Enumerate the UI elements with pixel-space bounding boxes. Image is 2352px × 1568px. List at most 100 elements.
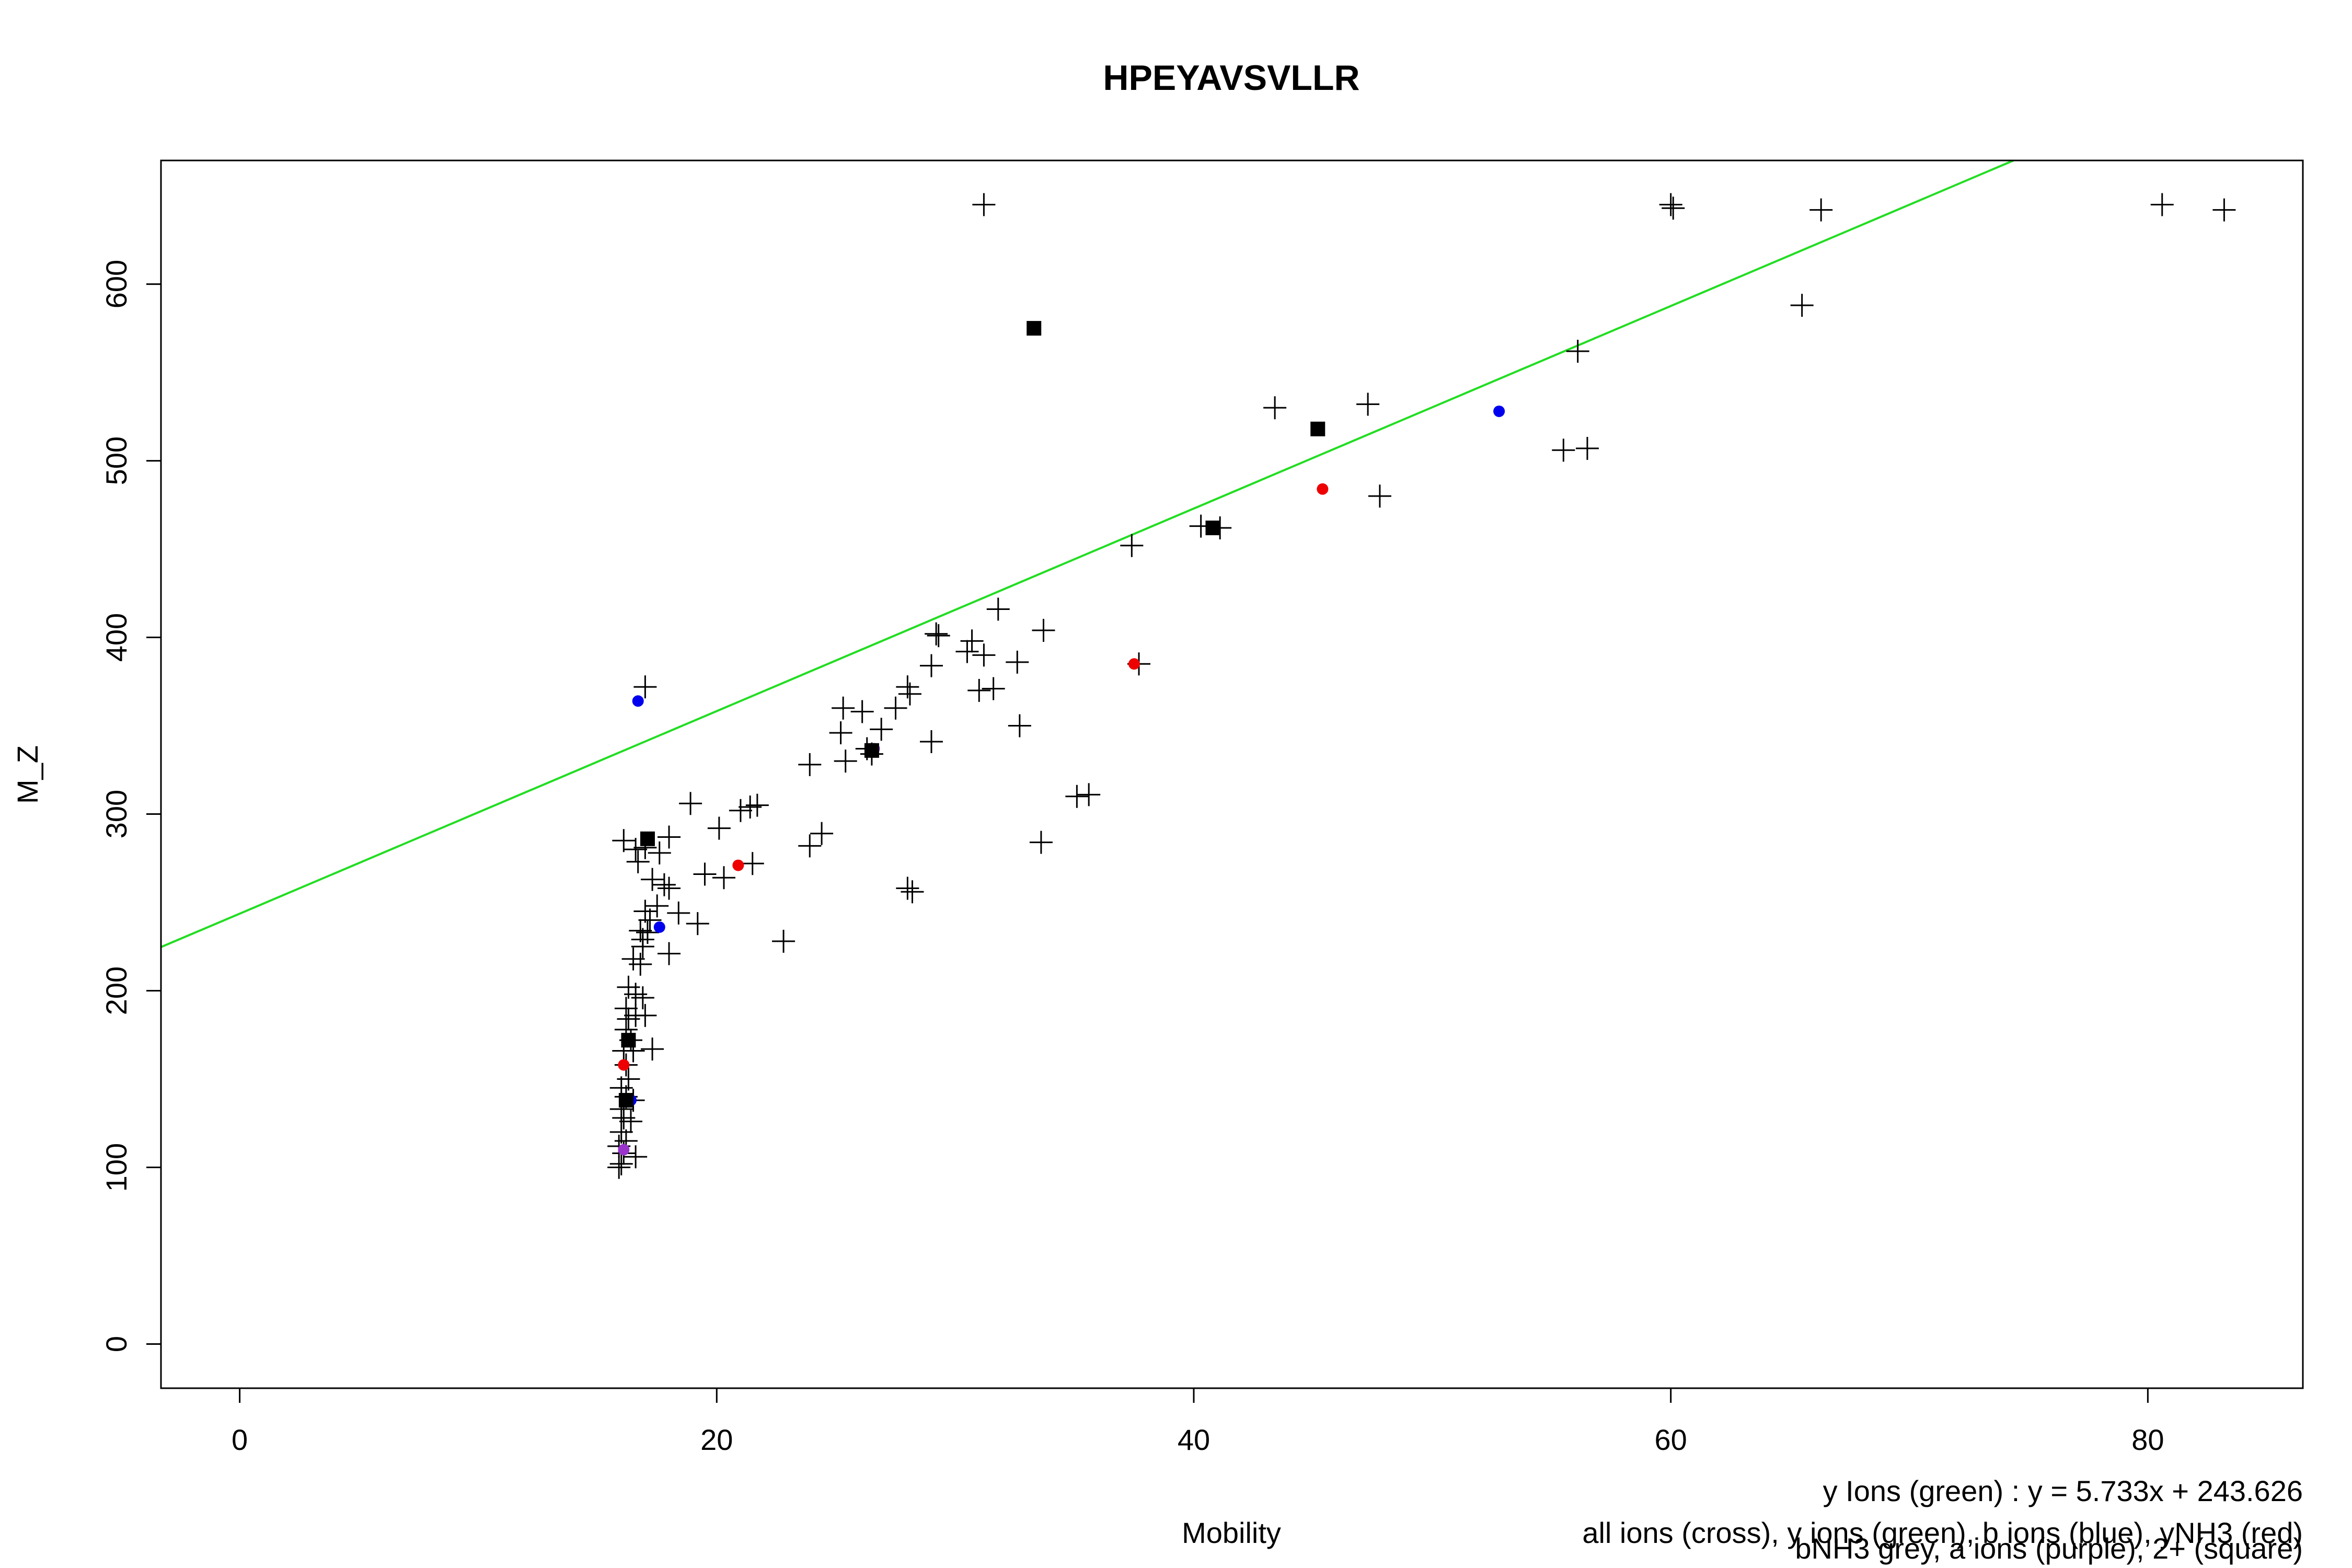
all-ions-cross-point [832, 696, 855, 720]
all-ions-cross-point [624, 1145, 648, 1169]
all-ions-cross-point [609, 1152, 633, 1175]
all-ions-cross-point [2150, 193, 2174, 216]
all-ions-cross-point [712, 866, 735, 890]
all-ions-cross-point [986, 597, 1010, 621]
double-charge-square-point [618, 1093, 633, 1108]
all-ions-cross-point [1356, 393, 1380, 416]
all-ions-cross-point [972, 193, 996, 216]
all-ions-cross-point [658, 825, 681, 849]
all-ions-cross-point [1566, 340, 1589, 363]
ynh3-point [1128, 658, 1140, 670]
chart-title: HPEYAVSVLLR [1103, 58, 1359, 98]
all-ions-cross-point [648, 841, 671, 864]
y-tick-label: 200 [100, 966, 133, 1015]
all-ions-cross-point [745, 793, 769, 817]
all-ions-cross-point [982, 677, 1005, 700]
all-ions-cross-point [658, 942, 681, 965]
a-ion-point [618, 1144, 630, 1156]
all-ions-cross-point [679, 792, 702, 815]
all-ions-cross-point [633, 900, 657, 923]
all-ions-cross-point [652, 873, 676, 896]
all-ions-cross-point [1790, 294, 1814, 317]
x-tick-label: 40 [1178, 1423, 1210, 1456]
double-charge-square-point [1027, 321, 1042, 336]
all-ions-cross-point [772, 929, 795, 953]
all-ions-cross-point [798, 834, 822, 858]
all-ions-cross-point [707, 816, 731, 840]
y-axis-label: M_Z [11, 745, 44, 804]
all-ions-cross-point [607, 1156, 631, 1179]
all-ions-cross-point [810, 822, 834, 845]
all-ions-cross-point [920, 654, 943, 677]
all-ions-cross-point [2212, 198, 2236, 222]
all-ions-cross-point [1368, 485, 1391, 508]
fit-line-layer [160, 159, 2014, 948]
b-ion-point [632, 695, 644, 707]
all-ions-cross-point [686, 912, 709, 936]
all-ions-cross-point [1659, 193, 1682, 216]
all-ions-cross-point [667, 901, 690, 925]
legend-line-1: all ions (cross), y ions (green), b ions… [1582, 1516, 2303, 1549]
fit-equation-annotation: y Ions (green) : y = 5.733x + 243.626 [1823, 1474, 2303, 1507]
all-ions-cross-point [1120, 534, 1144, 557]
all-ions-cross-point [633, 1004, 657, 1027]
all-ions-cross-point [1662, 197, 1685, 220]
all-ions-cross-point [1575, 436, 1599, 460]
all-ions-cross-point [658, 877, 681, 900]
all-ions-cross-point [645, 894, 669, 918]
double-charge-square-point [1310, 421, 1325, 436]
all-ions-cross-point [927, 624, 950, 648]
y-tick-label: 100 [100, 1143, 133, 1192]
all-ions-cross-point [641, 868, 664, 891]
y-ions-fit-line [160, 159, 2014, 948]
all-ions-cross-point [1029, 831, 1053, 854]
all-ions-cross-point [641, 1037, 664, 1061]
all-ions-cross-point [693, 862, 717, 886]
all-ions-cross-point [901, 880, 924, 904]
x-tick-label: 0 [232, 1423, 248, 1456]
all-ions-cross-point [967, 678, 991, 702]
all-ions-cross-point [870, 718, 893, 741]
all-ions-cross-point [631, 986, 654, 1010]
data-marks [607, 193, 2236, 1179]
y-tick-label: 500 [100, 436, 133, 485]
all-ions-cross-point [624, 838, 648, 861]
ynh3-point [618, 1059, 630, 1071]
all-ions-cross-point [1006, 650, 1029, 674]
all-ions-cross-point [1032, 619, 1055, 642]
all-ions-cross-point [1065, 785, 1089, 808]
x-tick-label: 80 [2131, 1423, 2164, 1456]
double-charge-square-point [640, 831, 655, 846]
all-ions-cross-point [1552, 439, 1575, 462]
x-tick-label: 20 [700, 1423, 733, 1456]
ynh3-point [732, 859, 744, 871]
all-ions-cross-point [850, 700, 874, 723]
all-ions-cross-point [633, 675, 657, 699]
all-ions-cross-point [898, 682, 921, 706]
all-ions-cross-point [925, 622, 948, 645]
all-ions-cross-point [636, 920, 659, 944]
all-ions-cross-point [629, 952, 652, 976]
y-tick-label: 300 [100, 790, 133, 838]
all-ions-cross-point [884, 696, 907, 720]
all-ions-cross-point [741, 852, 764, 875]
all-ions-cross-point [729, 799, 752, 822]
double-charge-square-point [1205, 521, 1220, 536]
all-ions-cross-point [1263, 396, 1287, 420]
b-ion-point [653, 921, 665, 933]
x-axis-label: Mobility [1182, 1516, 1281, 1549]
all-ions-cross-point [1809, 198, 1833, 222]
all-ions-cross-point [619, 1110, 643, 1133]
all-ions-cross-point [1077, 783, 1101, 806]
all-ions-cross-point [920, 730, 943, 753]
all-ions-cross-point [834, 750, 857, 773]
all-ions-cross-point [612, 829, 636, 852]
double-charge-square-point [864, 743, 879, 758]
all-ions-cross-point [609, 1120, 633, 1144]
legend-line-2: bNH3 grey, a ions (purple), 2+ (square) [1795, 1532, 2303, 1565]
all-ions-cross-point [955, 640, 979, 663]
x-tick-label: 60 [1655, 1423, 1687, 1456]
y-tick-label: 600 [100, 260, 133, 308]
